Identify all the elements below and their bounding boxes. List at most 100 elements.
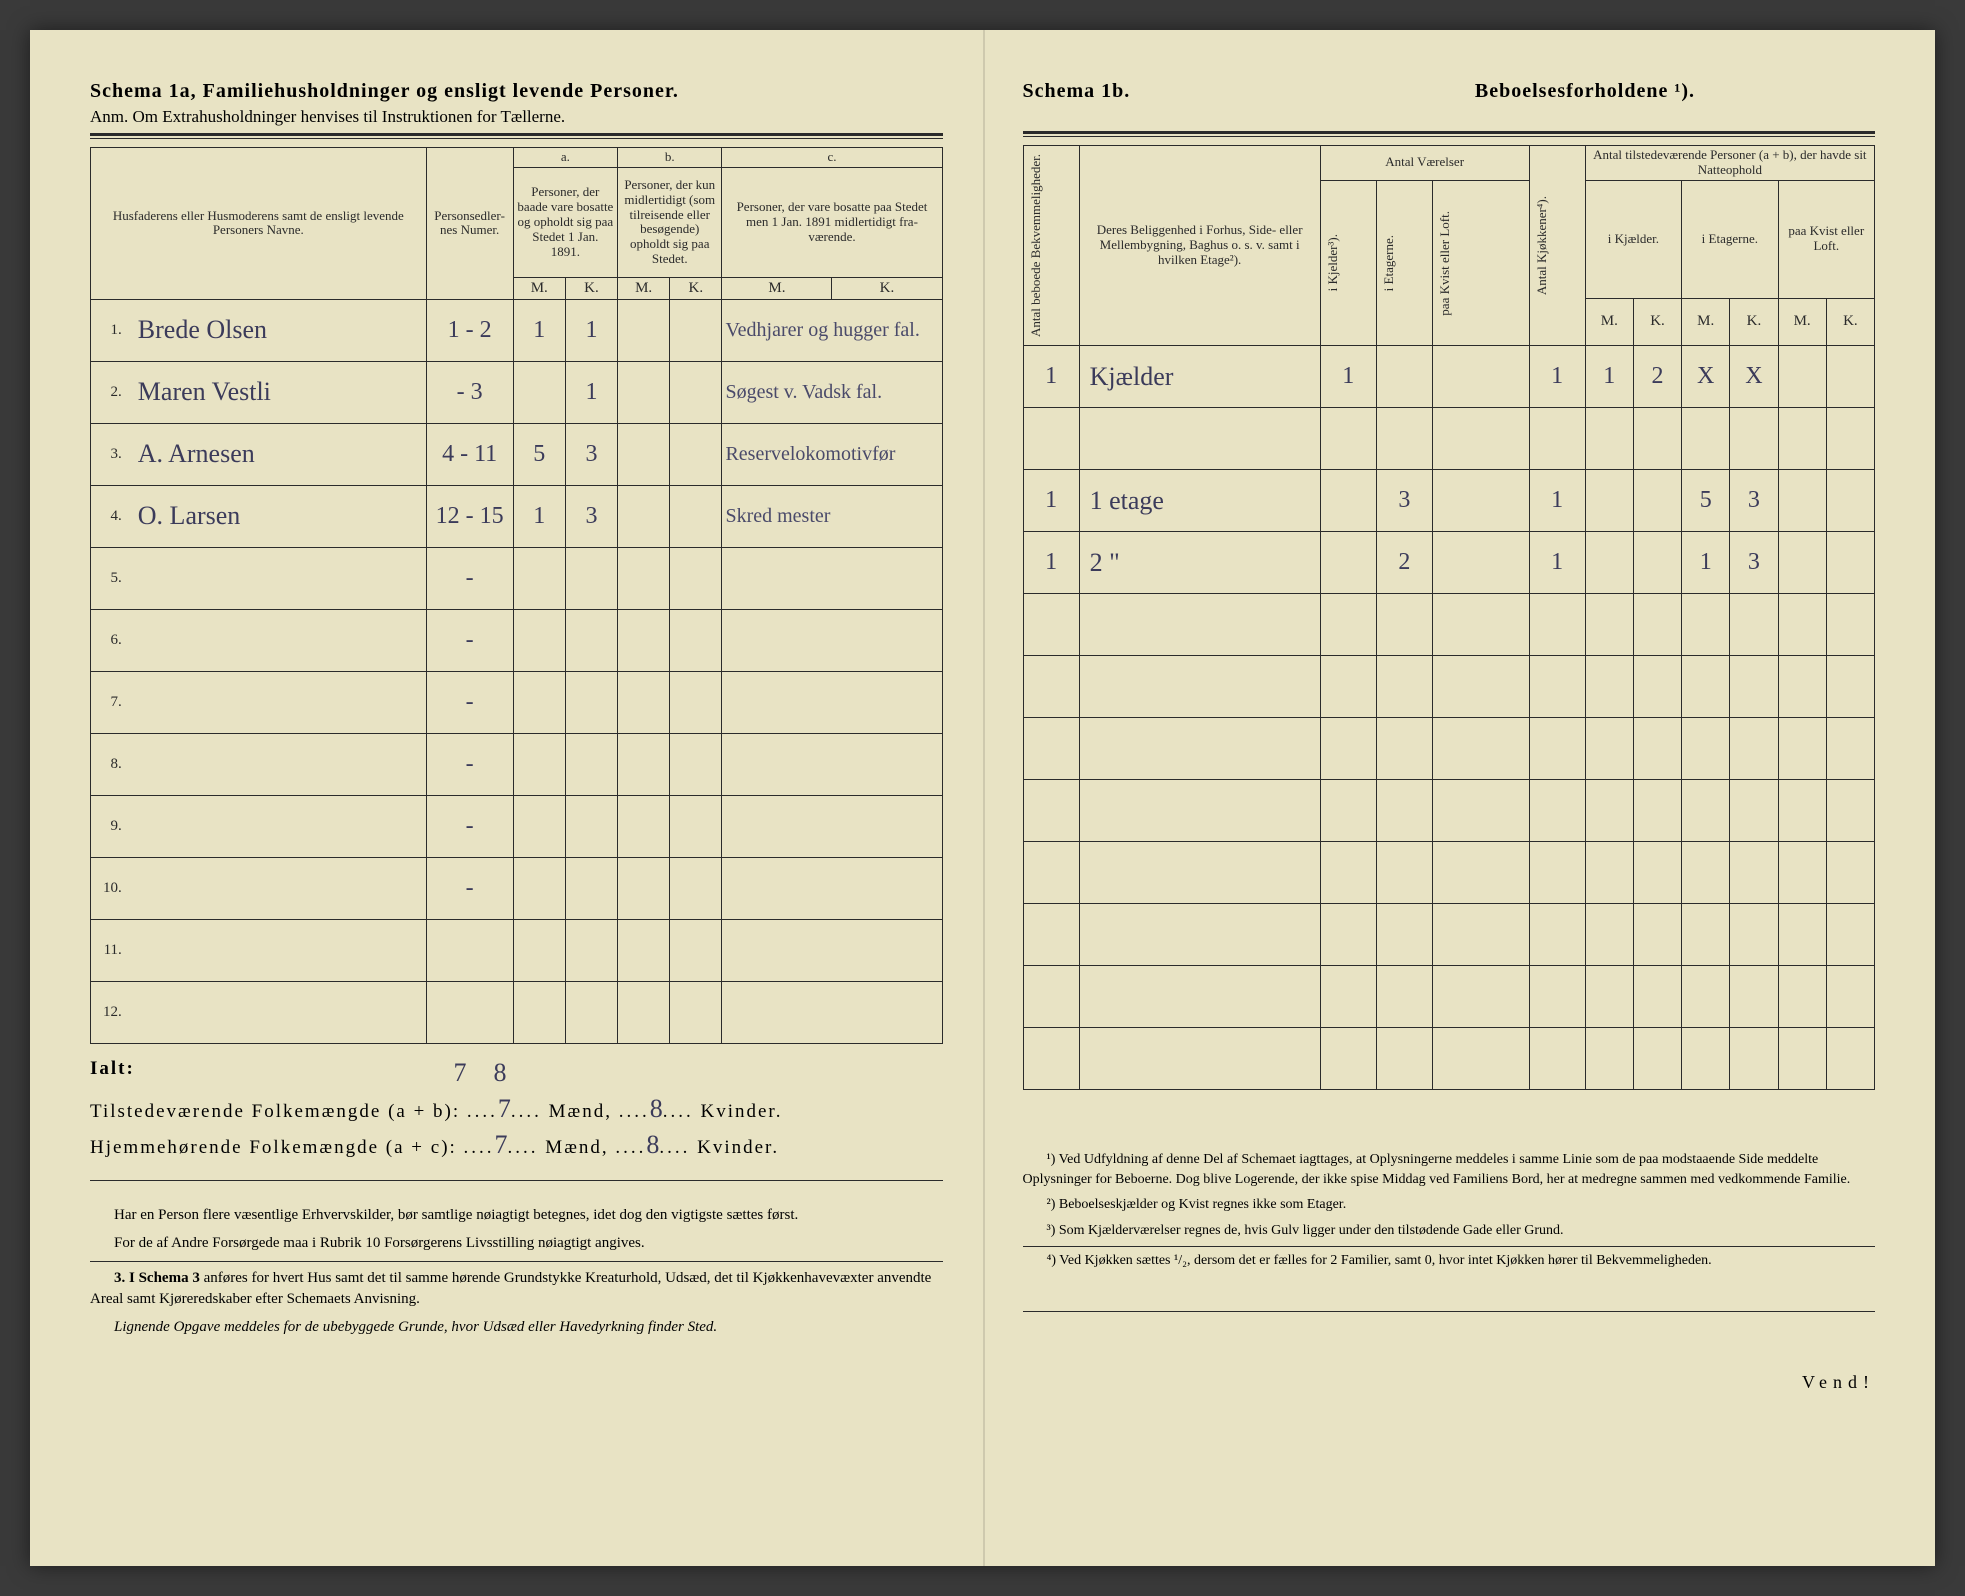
bekv (1023, 1028, 1079, 1090)
natt-kj-m (1585, 408, 1633, 470)
sp-p2: For de af Andre Forsørgede maa i Rubrik … (90, 1233, 943, 1253)
kvist (1432, 594, 1529, 656)
kvist (1432, 470, 1529, 532)
table-row (1023, 1028, 1875, 1090)
rule-thin (90, 1261, 943, 1262)
etager (1376, 780, 1432, 842)
a-k: 3 (565, 485, 617, 547)
natt-kv-k (1826, 594, 1874, 656)
kjelder (1320, 532, 1376, 594)
natt-et-m (1682, 842, 1730, 904)
a-k (565, 795, 617, 857)
natt-kv-k (1826, 408, 1874, 470)
row-number: 1. (91, 299, 128, 361)
rule-thin (90, 138, 943, 139)
kjokken (1529, 718, 1585, 780)
a-m (513, 795, 565, 857)
kjelder: 1 (1320, 346, 1376, 408)
b-m (618, 919, 670, 981)
right-leaf: Schema 1b. Beboelsesforholdene ¹). Antal… (983, 30, 1936, 1566)
b-m (618, 299, 670, 361)
personsedler-numer: - (426, 671, 513, 733)
natt-et-k (1730, 656, 1778, 718)
table-body: 1.Brede Olsen1 - 211Vedhjarer og hugger … (91, 299, 943, 1043)
row-number: 3. (91, 423, 128, 485)
col-natt-kv: paa Kvist eller Loft. (1778, 180, 1874, 298)
col-c-m: M. (722, 277, 832, 299)
c-note: Søgest v. Vadsk fal. (722, 361, 942, 423)
col-bekv: Antal beboede Bekvemmeligheder. (1027, 148, 1045, 343)
personsedler-numer: - (426, 547, 513, 609)
beliggenhed (1079, 594, 1320, 656)
row-number: 2. (91, 361, 128, 423)
bekv: 1 (1023, 346, 1079, 408)
natt-kj-k (1633, 718, 1681, 780)
mk-m: M. (1778, 298, 1826, 345)
kjelder (1320, 842, 1376, 904)
schema-1b-label: Schema 1b. (1023, 80, 1131, 103)
beliggenhed (1079, 904, 1320, 966)
a-m: 1 (513, 299, 565, 361)
natt-kj-k (1633, 470, 1681, 532)
bekv (1023, 842, 1079, 904)
fn4: ⁴) Ved Kjøkken sættes ¹/₂, dersom det er… (1023, 1251, 1876, 1271)
kjokken (1529, 966, 1585, 1028)
a-m (513, 919, 565, 981)
person-name (128, 733, 426, 795)
bekv (1023, 408, 1079, 470)
table-row: 3.A. Arnesen4 - 1153Reservelokomotivfør (91, 423, 943, 485)
a-m (513, 547, 565, 609)
bekv (1023, 780, 1079, 842)
a-k (565, 919, 617, 981)
natt-kj-k (1633, 656, 1681, 718)
natt-kv-k (1826, 1028, 1874, 1090)
etager (1376, 966, 1432, 1028)
natt-et-m: X (1682, 346, 1730, 408)
natt-et-k (1730, 718, 1778, 780)
anm-text: Om Extrahusholdninger henvises til Instr… (133, 107, 566, 126)
etager (1376, 656, 1432, 718)
b-k (670, 299, 722, 361)
a-k (565, 609, 617, 671)
table-row: 12 "2113 (1023, 532, 1875, 594)
total1-label: Tilstedeværende Folkemængde (a + b): (90, 1101, 460, 1122)
col-a-m: M. (513, 277, 565, 299)
fn2: ²) Beboelseskjælder og Kvist regnes ikke… (1023, 1195, 1876, 1215)
total1-k: 8 (650, 1094, 663, 1123)
bekv: 1 (1023, 470, 1079, 532)
personsedler-numer: - (426, 857, 513, 919)
natt-kj-m (1585, 532, 1633, 594)
natt-kj-k (1633, 532, 1681, 594)
kvinder-label-2: Kvinder. (697, 1137, 779, 1158)
table-row: 1.Brede Olsen1 - 211Vedhjarer og hugger … (91, 299, 943, 361)
kjokken: 1 (1529, 346, 1585, 408)
anm-label: Anm. (90, 107, 128, 126)
a-m (513, 609, 565, 671)
col-natt-et: i Etagerne. (1682, 180, 1778, 298)
col-a-k: K. (565, 277, 617, 299)
kjokken: 1 (1529, 470, 1585, 532)
natt-kv-k (1826, 904, 1874, 966)
table-row: 4.O. Larsen12 - 1513Skred mester (91, 485, 943, 547)
sp-p1: Har en Person flere væsentlige Erhvervsk… (90, 1205, 943, 1225)
col-personsedler: Person­sedler­nes Numer. (426, 148, 513, 300)
bekv: 1 (1023, 532, 1079, 594)
natt-kj-m (1585, 1028, 1633, 1090)
left-subnote: Anm. Om Extrahusholdninger henvises til … (90, 107, 943, 127)
natt-kj-k (1633, 780, 1681, 842)
footnotes: ¹) Ved Udfyldning af denne Del af Schema… (1023, 1150, 1876, 1271)
natt-kv-k (1826, 780, 1874, 842)
person-name (128, 857, 426, 919)
row-number: 6. (91, 609, 128, 671)
etager: 3 (1376, 470, 1432, 532)
personsedler-numer: 12 - 15 (426, 485, 513, 547)
kvist (1432, 532, 1529, 594)
natt-kv-k (1826, 718, 1874, 780)
etager (1376, 904, 1432, 966)
natt-kj-m (1585, 656, 1633, 718)
schema-1b-title: Beboelsesforholdene ¹). (1475, 80, 1695, 103)
table-row: 1Kjælder1112XX (1023, 346, 1875, 408)
totals-block: Ialt: 7 8 Tilstedeværende Folkemængde (a… (90, 1058, 943, 1160)
table-row: 7.- (91, 671, 943, 733)
kjokken (1529, 780, 1585, 842)
